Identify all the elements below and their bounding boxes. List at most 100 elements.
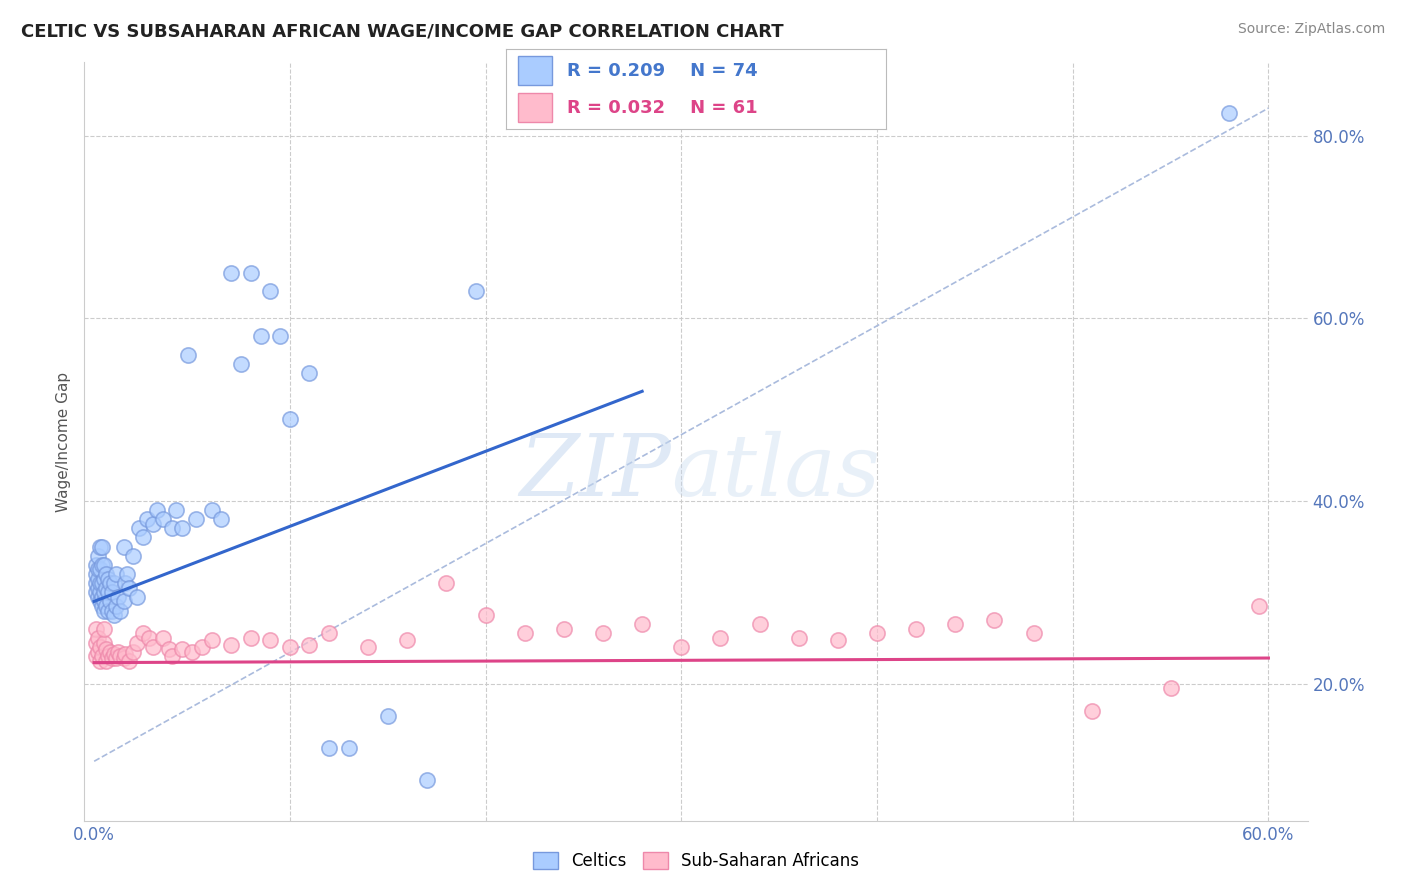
Point	[259, 284, 281, 298]
Point	[100, 585, 122, 599]
Point	[84, 558, 107, 572]
Point	[709, 631, 731, 645]
Point	[87, 549, 110, 563]
Point	[128, 521, 150, 535]
Point	[93, 594, 115, 608]
Point	[278, 411, 301, 425]
Text: R = 0.032    N = 61: R = 0.032 N = 61	[567, 99, 758, 117]
Point	[396, 632, 419, 647]
Point	[318, 626, 340, 640]
Point	[87, 631, 110, 645]
Point	[97, 649, 120, 664]
Point	[983, 613, 1005, 627]
Point	[191, 640, 214, 654]
Text: Source: ZipAtlas.com: Source: ZipAtlas.com	[1237, 22, 1385, 37]
Point	[152, 631, 174, 645]
Point	[127, 635, 149, 649]
Point	[93, 572, 115, 586]
Point	[1022, 626, 1045, 640]
Point	[89, 640, 111, 654]
Point	[122, 645, 145, 659]
Point	[97, 572, 120, 586]
Point	[91, 576, 114, 591]
Point	[219, 266, 242, 280]
Point	[127, 590, 149, 604]
Point	[100, 603, 122, 617]
Point	[200, 632, 222, 647]
Point	[93, 622, 115, 636]
Point	[1218, 105, 1240, 120]
Point	[416, 772, 439, 787]
Point	[943, 617, 966, 632]
Point	[104, 599, 127, 613]
FancyBboxPatch shape	[517, 56, 551, 86]
Point	[142, 640, 165, 654]
Point	[132, 626, 155, 640]
Point	[152, 512, 174, 526]
Point	[136, 512, 159, 526]
Point	[209, 512, 232, 526]
Point	[108, 603, 131, 617]
Point	[93, 585, 115, 599]
Point	[84, 635, 107, 649]
Point	[162, 521, 184, 535]
Point	[181, 645, 204, 659]
Text: atlas: atlas	[672, 431, 880, 513]
Point	[100, 651, 122, 665]
Point	[122, 549, 145, 563]
Text: R = 0.209    N = 74: R = 0.209 N = 74	[567, 62, 758, 79]
Point	[84, 585, 107, 599]
Point	[103, 648, 125, 662]
Point	[89, 594, 111, 608]
Point	[631, 617, 654, 632]
Point	[91, 590, 114, 604]
Point	[146, 503, 169, 517]
Point	[93, 558, 115, 572]
Point	[278, 640, 301, 654]
Point	[89, 540, 111, 554]
Point	[89, 576, 111, 591]
Point	[118, 654, 141, 668]
Point	[1160, 681, 1182, 696]
Point	[318, 740, 340, 755]
Point	[162, 649, 184, 664]
Point	[1081, 704, 1104, 718]
Point	[219, 638, 242, 652]
Point	[592, 626, 614, 640]
Text: ZIP: ZIP	[520, 431, 672, 513]
Point	[177, 348, 200, 362]
Point	[513, 626, 536, 640]
Point	[94, 566, 117, 581]
Point	[905, 622, 928, 636]
Point	[104, 651, 127, 665]
Point	[114, 648, 136, 662]
Point	[671, 640, 693, 654]
Point	[84, 622, 107, 636]
Point	[84, 576, 107, 591]
Point	[200, 503, 222, 517]
Legend: Celtics, Sub-Saharan Africans: Celtics, Sub-Saharan Africans	[526, 846, 866, 877]
Point	[89, 654, 111, 668]
Point	[84, 566, 107, 581]
Point	[249, 329, 271, 343]
Point	[114, 576, 136, 591]
Point	[94, 599, 117, 613]
Point	[107, 590, 129, 604]
Point	[172, 641, 194, 656]
Point	[464, 284, 486, 298]
Point	[866, 626, 889, 640]
Point	[93, 603, 115, 617]
Point	[91, 649, 114, 664]
Point	[98, 645, 121, 659]
Point	[117, 566, 139, 581]
FancyBboxPatch shape	[517, 94, 551, 122]
Point	[239, 266, 262, 280]
Point	[108, 649, 131, 664]
Point	[142, 516, 165, 531]
Point	[89, 562, 111, 576]
Point	[97, 585, 120, 599]
Point	[436, 576, 458, 591]
Point	[104, 566, 127, 581]
Point	[87, 562, 110, 576]
Point	[98, 576, 121, 591]
